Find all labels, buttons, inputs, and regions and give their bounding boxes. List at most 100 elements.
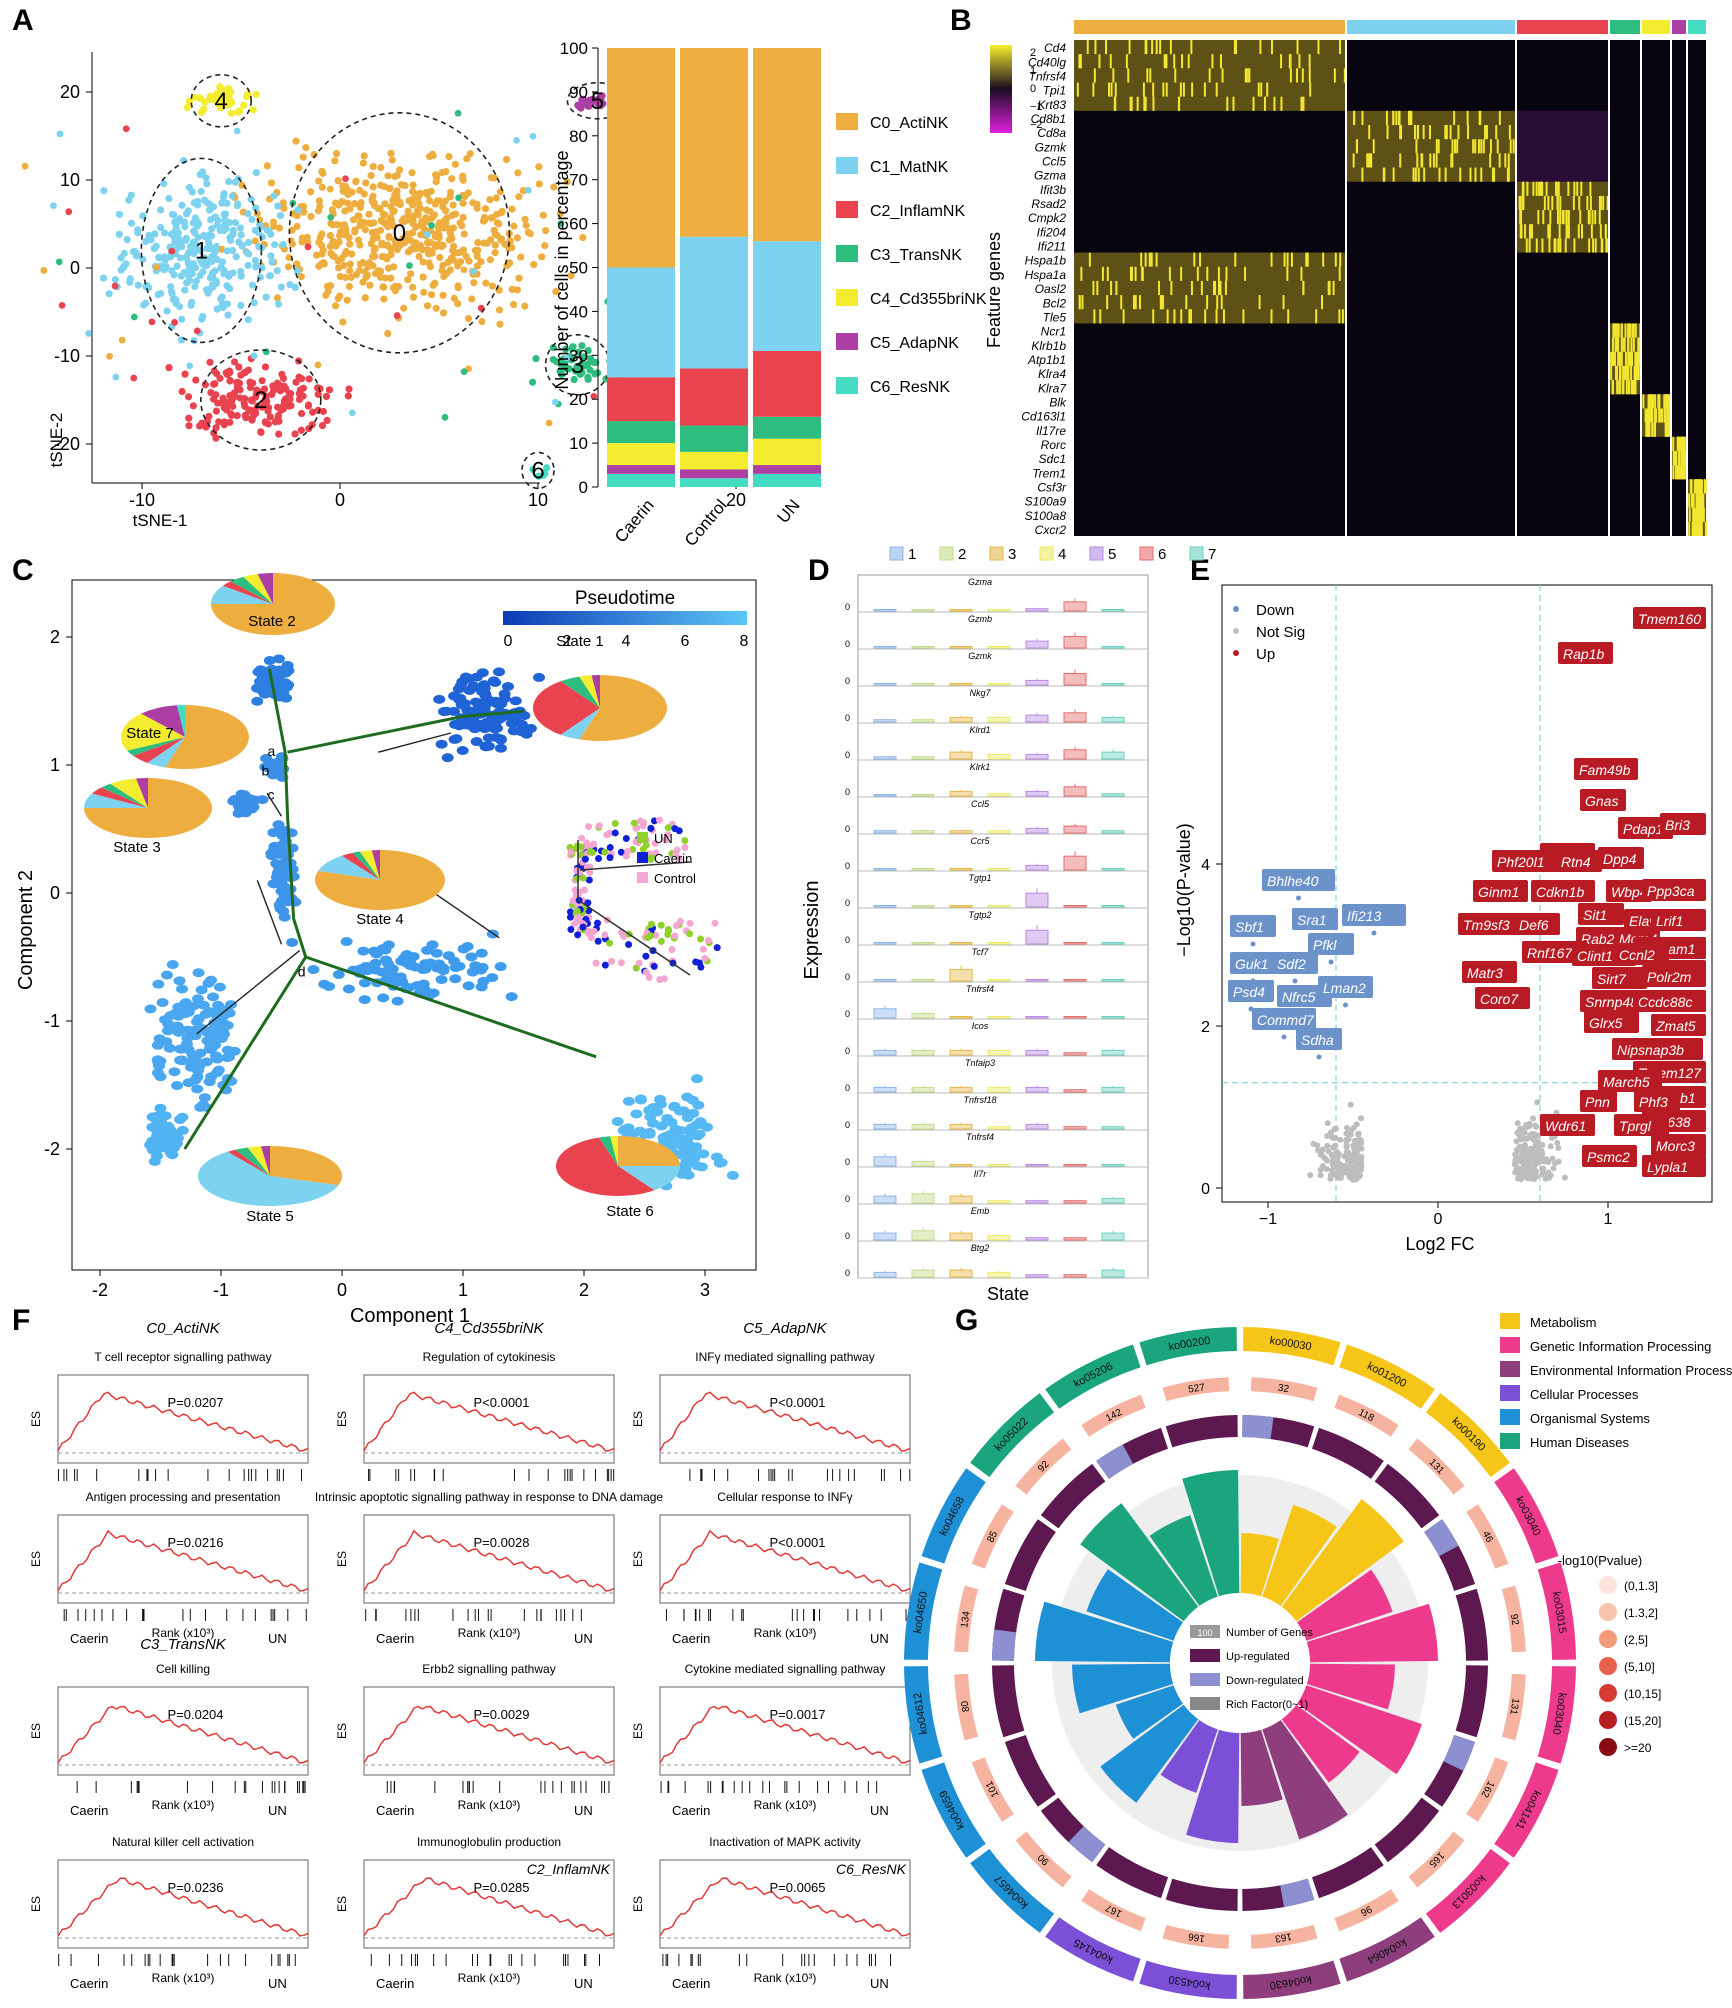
cell-point <box>288 240 296 248</box>
es-label: ES <box>335 1551 349 1567</box>
rank-right-label: UN <box>574 1803 593 1818</box>
gene-facet-label: Tnfrsf4 <box>966 1132 994 1142</box>
cell-point <box>126 275 134 283</box>
cell-point <box>549 343 557 352</box>
box <box>911 942 935 945</box>
inset-trajectory <box>577 840 691 976</box>
bar-segment <box>680 48 748 237</box>
down-gene-label: Bhlhe40 <box>1267 873 1319 889</box>
cell-point <box>161 253 169 261</box>
not-sig-point <box>1541 1158 1548 1165</box>
pie-slice <box>91 787 148 808</box>
inset-cell <box>704 937 712 945</box>
heatmap-cell <box>1617 351 1620 366</box>
y-tick-label: 10 <box>569 434 588 453</box>
cell-point <box>344 392 352 400</box>
cell-point <box>445 152 453 161</box>
cell-point <box>369 183 377 191</box>
box <box>949 716 973 723</box>
pie-slice <box>243 573 273 604</box>
cell-point <box>460 266 468 274</box>
heatmap-cell <box>1480 167 1483 182</box>
heatmap-cell <box>1395 110 1398 126</box>
heatmap-cell <box>1489 153 1492 168</box>
heatmap-cell <box>1178 96 1181 111</box>
heatmap-cell <box>1693 479 1696 494</box>
pie-slice <box>371 850 380 880</box>
heatmap-cell <box>1579 210 1582 225</box>
cell-point <box>491 230 499 238</box>
cell-point <box>665 1117 678 1127</box>
heatmap-cell <box>1667 422 1670 437</box>
y-tick-label: 90 <box>569 83 588 102</box>
cell-point <box>244 209 252 218</box>
cell-point <box>322 392 331 401</box>
heatmap-cell <box>1286 252 1289 267</box>
pvalue-label: (15,20] <box>1624 1714 1661 1728</box>
cell-point <box>211 380 219 388</box>
heatmap-cell <box>1206 266 1209 281</box>
cell-point <box>490 723 503 733</box>
cell-point <box>412 239 420 247</box>
facet-tick: 0 <box>845 750 850 760</box>
heatmap-cell <box>1692 493 1695 508</box>
cell-point <box>384 172 392 180</box>
rich-factor-bar <box>1297 1685 1423 1775</box>
cell-point <box>489 696 502 706</box>
es-label: ES <box>631 1896 645 1912</box>
heatmap-cell <box>1562 210 1565 225</box>
gene-count-bar <box>1334 1394 1399 1437</box>
inset-cell <box>642 952 650 960</box>
not-sig-point <box>1523 1175 1530 1182</box>
heatmap-cell <box>1290 252 1293 267</box>
heatmap-bg <box>1074 40 1706 536</box>
cell-point <box>197 108 206 116</box>
cell-point <box>377 241 386 249</box>
down-gene-label: Sra1 <box>1297 912 1327 928</box>
box <box>949 1232 973 1241</box>
cell-point <box>346 240 354 248</box>
cell-point <box>345 234 353 242</box>
heatmap-cell <box>1535 238 1538 253</box>
cell-point <box>348 409 356 417</box>
cell-point <box>191 1084 204 1094</box>
pie-slice <box>598 1136 618 1166</box>
inset-cell <box>567 925 575 933</box>
not-sig-point <box>1555 1145 1562 1152</box>
heatmap-cell <box>1413 125 1416 140</box>
cell-point <box>279 403 287 411</box>
heatmap-cell <box>1142 82 1145 97</box>
down-point <box>1281 1034 1287 1040</box>
cell-point <box>233 412 241 420</box>
rank-right-label: UN <box>574 1976 593 1991</box>
cell-point <box>494 734 507 744</box>
up-gene-box <box>1475 987 1530 1009</box>
down-point <box>1371 930 1377 936</box>
heatmap-cell <box>1280 96 1283 111</box>
heatmap-cell <box>1681 465 1684 480</box>
heatmap-cell <box>1482 139 1485 154</box>
cell-point <box>498 689 511 699</box>
bar-segment <box>753 465 821 474</box>
heatmap-cell <box>1234 252 1237 267</box>
heatmap-cell <box>1652 394 1655 409</box>
heatmap-cell <box>1556 195 1559 211</box>
box <box>873 1086 897 1093</box>
heatmap-cell <box>1114 96 1117 111</box>
heatmap-cell <box>1196 266 1199 281</box>
cell-point <box>293 222 301 231</box>
cell-point <box>449 963 462 973</box>
panel-letter-A: A <box>12 4 34 37</box>
cell-point <box>655 1121 668 1131</box>
cell-point <box>144 1004 157 1014</box>
cell-point <box>262 392 271 400</box>
rank-label: Rank (x10³) <box>152 1971 215 1985</box>
cell-point <box>151 230 159 238</box>
cell-point <box>529 132 537 140</box>
pie-slice <box>257 573 273 604</box>
cell-point <box>522 221 530 229</box>
bar-segment <box>680 236 748 369</box>
heatmap-cell <box>1173 309 1176 324</box>
box <box>1101 868 1125 871</box>
cell-point <box>224 101 232 109</box>
